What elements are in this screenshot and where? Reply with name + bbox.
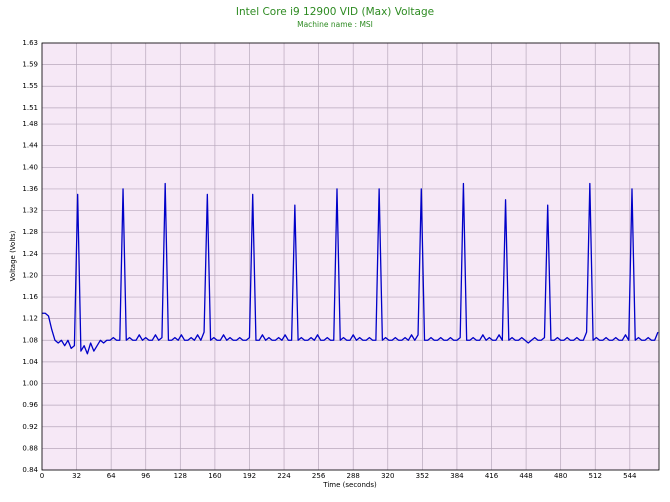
y-tick-label: 1.16 xyxy=(22,293,38,301)
chart-subtitle: Machine name : MSI xyxy=(297,20,373,29)
y-tick-label: 1.12 xyxy=(22,315,38,323)
y-tick-label: 0.92 xyxy=(22,423,38,431)
x-tick-label: 288 xyxy=(347,472,360,480)
y-tick-label: 0.88 xyxy=(22,444,38,452)
data-line xyxy=(42,182,659,355)
x-tick-label: 448 xyxy=(519,472,532,480)
x-tick-label: 160 xyxy=(208,472,221,480)
x-axis-label: Time (seconds) xyxy=(322,481,377,489)
y-tick-label: 1.40 xyxy=(22,163,38,171)
y-tick-label: 1.04 xyxy=(22,358,38,366)
x-tick-label: 0 xyxy=(40,472,44,480)
y-tick-label: 0.84 xyxy=(22,466,38,474)
y-tick-label: 1.00 xyxy=(22,380,38,388)
x-tick-label: 64 xyxy=(107,472,116,480)
x-tick-label: 224 xyxy=(277,472,291,480)
y-tick-label: 1.55 xyxy=(22,82,38,90)
y-tick-label: 1.24 xyxy=(22,250,38,258)
x-tick-label: 416 xyxy=(485,472,499,480)
y-tick-label: 1.28 xyxy=(22,228,38,236)
marks xyxy=(42,182,659,355)
x-tick-label: 352 xyxy=(416,472,429,480)
x-tick-label: 512 xyxy=(589,472,602,480)
y-tick-label: 1.51 xyxy=(22,104,38,112)
y-tick-label: 1.08 xyxy=(22,336,38,344)
plot-frame xyxy=(41,42,660,471)
x-tick-label: 128 xyxy=(174,472,187,480)
chart-title: Intel Core i9 12900 VID (Max) Voltage xyxy=(236,6,434,18)
x-tick-label: 320 xyxy=(381,472,394,480)
x-tick-label: 480 xyxy=(554,472,567,480)
x-tick-label: 256 xyxy=(312,472,326,480)
x-tick-label: 544 xyxy=(623,472,637,480)
grid xyxy=(41,42,659,471)
plot-area xyxy=(42,43,659,470)
x-tick-label: 384 xyxy=(450,472,464,480)
y-tick-label: 1.36 xyxy=(22,185,38,193)
y-tick-label: 1.59 xyxy=(22,61,38,69)
y-axis-label: Voltage (Volts) xyxy=(9,230,17,281)
x-tick-label: 32 xyxy=(72,472,81,480)
y-tick-label: 1.20 xyxy=(22,271,38,279)
y-tick-label: 1.63 xyxy=(22,39,38,47)
y-tick-label: 1.32 xyxy=(22,207,38,215)
x-tick-label: 96 xyxy=(141,472,150,480)
y-tick-label: 1.48 xyxy=(22,120,38,128)
x-tick-label: 192 xyxy=(243,472,256,480)
y-tick-label: 0.96 xyxy=(22,401,38,409)
y-tick-label: 1.44 xyxy=(22,142,38,150)
